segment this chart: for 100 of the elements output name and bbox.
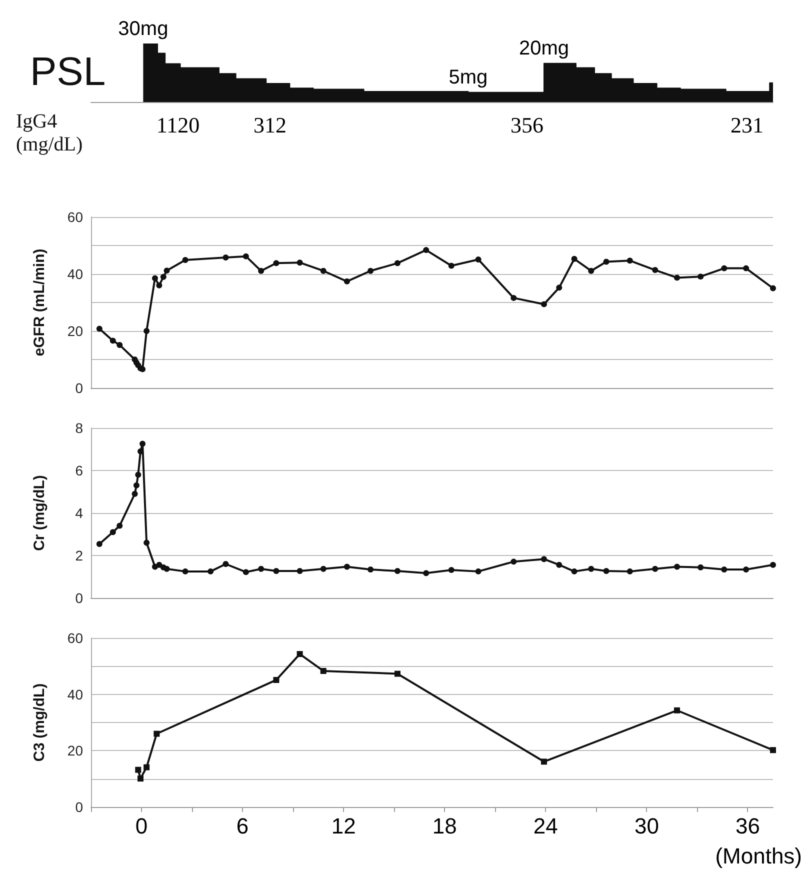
point: [344, 278, 350, 284]
point: [394, 670, 400, 677]
x-axis-title: (Months): [715, 844, 802, 868]
point: [132, 490, 138, 497]
point: [394, 260, 400, 266]
y-axis-title: C3 (mg/dL): [31, 683, 48, 762]
point: [135, 766, 142, 773]
point: [140, 440, 146, 447]
point: [721, 265, 728, 272]
point: [674, 707, 680, 714]
point: [320, 566, 326, 572]
data-label: 5mg: [448, 66, 488, 88]
point: [110, 338, 116, 344]
point: [698, 274, 704, 280]
text: 1120: [156, 112, 200, 138]
point: [133, 482, 140, 488]
point: [571, 568, 578, 574]
point: [138, 776, 144, 782]
point: [222, 561, 229, 567]
x-tick-label: 0: [135, 814, 148, 838]
point: [652, 267, 658, 274]
y-tick-label: 40: [67, 266, 84, 282]
point: [368, 268, 374, 274]
y-tick-label: 0: [75, 380, 84, 396]
point: [296, 260, 303, 266]
y-tick-label: 0: [75, 590, 84, 606]
point: [588, 566, 594, 572]
point: [510, 558, 517, 565]
point: [743, 265, 750, 272]
point: [540, 301, 547, 308]
point: [603, 568, 610, 574]
point: [423, 247, 430, 254]
y-axis-title: Cr (mg/dL): [31, 475, 48, 551]
point: [135, 472, 142, 478]
point: [674, 564, 680, 570]
x-tick-label: 24: [533, 814, 558, 838]
point: [320, 268, 326, 274]
point: [208, 568, 214, 574]
point: [556, 284, 562, 291]
point: [242, 569, 249, 576]
y-tick-label: 6: [75, 462, 84, 478]
point: [556, 562, 562, 568]
point: [571, 256, 578, 262]
point: [770, 747, 776, 754]
point: [154, 730, 160, 737]
x-tick-label: 12: [331, 814, 356, 838]
y-tick-label: 4: [75, 505, 84, 521]
point: [394, 568, 400, 574]
point: [144, 328, 150, 334]
y-tick-label: 0: [75, 799, 84, 815]
point: [242, 253, 249, 260]
x-tick-label: 36: [736, 814, 760, 838]
point: [160, 274, 166, 280]
point: [258, 566, 264, 572]
y-tick-label: 60: [67, 630, 84, 646]
point: [674, 274, 680, 281]
y-tick-label: 20: [67, 323, 84, 339]
point: [296, 651, 303, 658]
point: [164, 268, 170, 274]
point: [156, 282, 162, 288]
point: [423, 570, 430, 576]
point: [475, 256, 482, 262]
point: [510, 294, 517, 301]
point: [698, 564, 704, 570]
y-axis-title: PSL: [30, 50, 106, 94]
point: [164, 566, 170, 572]
point: [222, 254, 229, 260]
point: [116, 342, 123, 348]
point: [603, 258, 610, 265]
point: [448, 566, 454, 573]
point: [540, 556, 547, 562]
point: [144, 540, 150, 546]
text: 356: [510, 112, 544, 138]
x-tick-label: 6: [236, 814, 249, 838]
point: [96, 541, 102, 548]
point: [540, 758, 547, 765]
point: [182, 257, 188, 264]
point: [448, 262, 454, 269]
y-axis-title: eGFR (mL/min): [31, 248, 48, 356]
x-tick-label: 18: [432, 814, 457, 838]
data-label: 30mg: [118, 18, 168, 40]
y-tick-label: 2: [75, 548, 84, 564]
point: [626, 568, 633, 574]
data-label: 20mg: [518, 37, 569, 60]
point: [320, 668, 326, 674]
point: [273, 260, 280, 266]
point: [770, 562, 776, 568]
point: [296, 568, 303, 574]
point: [475, 568, 482, 574]
point: [258, 268, 264, 274]
point: [344, 564, 350, 570]
point: [743, 566, 750, 573]
point: [368, 566, 374, 573]
y-tick-label: 60: [67, 209, 84, 225]
y-tick-label: 8: [75, 420, 84, 436]
text: IgG4 (mg/dL): [16, 110, 83, 156]
point: [152, 275, 158, 282]
text: 312: [254, 112, 286, 138]
point: [156, 562, 162, 568]
point: [140, 366, 146, 372]
